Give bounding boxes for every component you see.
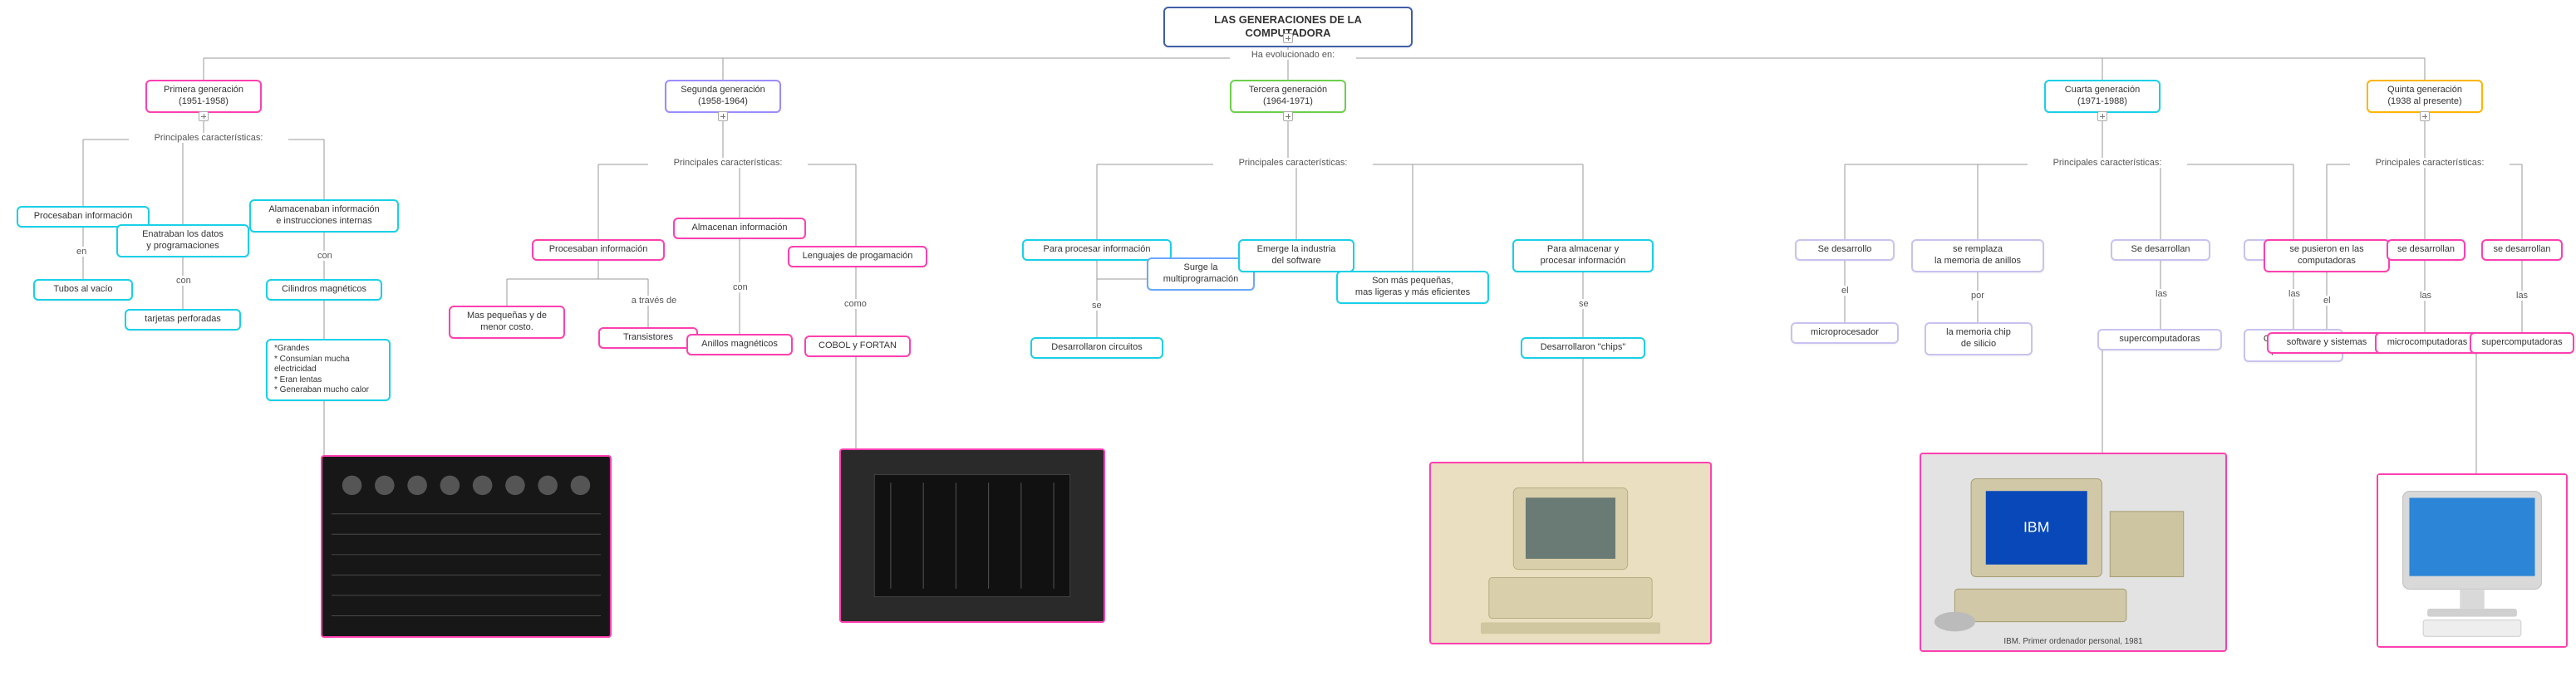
edge-label-princ-3: Principales características:	[1213, 158, 1373, 168]
gen1-c3-leaf: Cilindros magnéticos	[266, 279, 382, 301]
concept-map: LAS GENERACIONES DE LA COMPUTADORA Ha ev…	[0, 0, 2576, 676]
gen5-c3: se desarrollan	[2481, 239, 2563, 261]
gen3-c4: Para almacenar y procesar información	[1512, 239, 1654, 272]
gen5-node: Quinta generación (1938 al presente)	[2367, 80, 2483, 113]
edge-con-1: con	[171, 276, 196, 286]
gen3-node: Tercera generación (1964-1971)	[1230, 80, 1346, 113]
expand-icon	[2420, 111, 2430, 121]
gen4-c3-leaf: supercomputadoras	[2097, 329, 2222, 350]
gen2-c3-leaf: COBOL y FORTAN	[804, 336, 911, 357]
gen4-c2-leaf: la memoria chip de silicio	[1925, 322, 2033, 355]
edge-label-princ-4: Principales características:	[2028, 158, 2187, 168]
expand-icon	[1283, 33, 1293, 43]
edge-las-4: las	[2511, 291, 2533, 301]
computer-icon	[1431, 463, 1710, 643]
gen5-c2-leaf: microcomputadoras	[2375, 332, 2480, 354]
gen4-node: Cuarta generación (1971-1988)	[2044, 80, 2161, 113]
gen2-c1b: Mas pequeñas y de menor costo.	[449, 306, 565, 339]
expand-icon	[718, 111, 728, 121]
gen2-c2: Almacenan información	[673, 218, 806, 239]
edge-como: como	[839, 299, 872, 309]
gen5-c3-leaf: supercomputadoras	[2470, 332, 2574, 354]
gen3-image	[1429, 462, 1712, 644]
gen4-c3: Se desarrollan	[2111, 239, 2210, 261]
computer-icon	[841, 450, 1104, 621]
gen3-c2: Emerge la industria del software	[1238, 239, 1354, 272]
gen1-c2: Enatraban los datos y programaciones	[116, 224, 249, 257]
gen3-c1-leaf: Desarrollaron circuitos	[1030, 337, 1163, 359]
gen2-image	[839, 448, 1105, 623]
gen4-c2: se remplaza la memoria de anillos	[1911, 239, 2044, 272]
edge-label-princ-5: Principales características:	[2350, 158, 2510, 168]
gen2-c3: Lenguajes de progamación	[788, 246, 927, 267]
computer-icon: IBM IBM. Primer ordenador personal, 1981	[1921, 454, 2225, 650]
gen2-c2-leaf: Anillos magnéticos	[686, 334, 793, 355]
expand-icon	[1283, 111, 1293, 121]
gen1-c2-leaf: tarjetas perforadas	[125, 309, 241, 331]
gen4-caption: IBM. Primer ordenador personal, 1981	[2003, 637, 2142, 646]
expand-icon	[199, 111, 209, 121]
gen3-c4-leaf: Desarrollaron "chips"	[1521, 337, 1645, 359]
gen1-facts: *Grandes * Consumían mucha electricidad …	[266, 339, 391, 401]
gen5-c2: se desarrollan	[2387, 239, 2465, 261]
svg-text:IBM: IBM	[2023, 518, 2049, 535]
gen2-c1-leaf: Transistores	[598, 327, 698, 349]
gen5-image	[2377, 473, 2568, 648]
gen4-c1-leaf: microprocesador	[1791, 322, 1899, 344]
edge-label-princ-1: Principales características:	[129, 133, 288, 143]
edge-atravesde: a través de	[620, 296, 688, 306]
gen1-c1-leaf: Tubos al vacío	[33, 279, 133, 301]
edge-se-1: se	[1087, 301, 1107, 311]
computer-icon	[2378, 475, 2566, 646]
gen5-c1: se pusieron en las computadoras	[2264, 239, 2390, 272]
edge-con-3: con	[728, 282, 753, 292]
edge-el-1: el	[1836, 286, 1854, 296]
edge-en: en	[71, 247, 91, 257]
edge-label-evolucion: Ha evolucionado en:	[1230, 50, 1356, 60]
gen4-c1: Se desarrollo	[1795, 239, 1895, 261]
edge-se-2: se	[1574, 299, 1594, 309]
expand-icon	[2097, 111, 2107, 121]
gen5-c1-leaf: software y sistemas	[2267, 332, 2387, 354]
gen1-node: Primera generación (1951-1958)	[145, 80, 262, 113]
edge-por: por	[1966, 291, 1989, 301]
gen2-node: Segunda generación (1958-1964)	[665, 80, 781, 113]
edge-las-2: las	[2283, 289, 2305, 299]
gen4-image: IBM IBM. Primer ordenador personal, 1981	[1920, 453, 2227, 652]
edge-el-2: el	[2318, 296, 2336, 306]
gen2-c1: Procesaban información	[532, 239, 665, 261]
computer-icon	[322, 457, 610, 636]
gen1-image	[321, 455, 612, 638]
gen1-c3: Alamacenaban información e instrucciones…	[249, 199, 399, 233]
edge-label-princ-2: Principales características:	[648, 158, 808, 168]
gen3-c3: Son más pequeñas, mas ligeras y más efic…	[1336, 271, 1489, 304]
edge-las-1: las	[2151, 289, 2172, 299]
edge-las-3: las	[2415, 291, 2436, 301]
edge-con-2: con	[312, 251, 337, 261]
